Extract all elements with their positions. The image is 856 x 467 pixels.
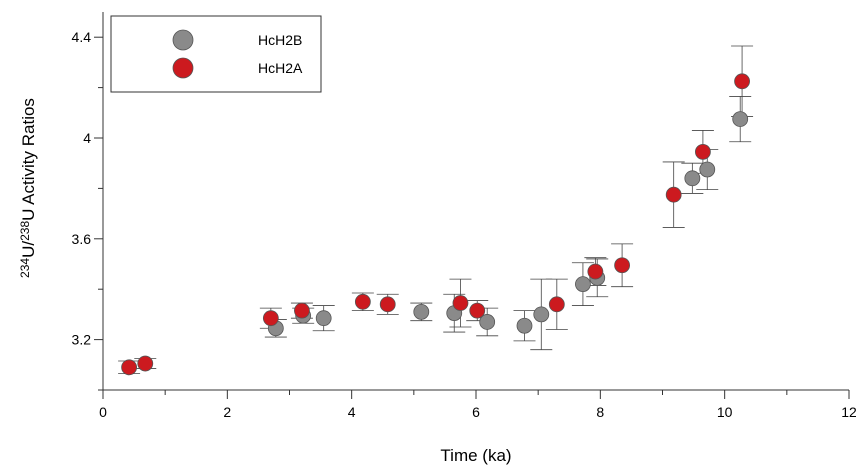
data-point-hch2b [732,111,749,127]
data-point-hch2b [533,306,550,323]
data-point-hch2a [469,302,486,319]
y-tick-label: 4 [83,130,91,146]
x-tick-label: 4 [348,404,356,420]
data-point-hch2b [413,303,430,320]
x-axis-title: Time (ka) [440,446,511,465]
data-point-hch2a [354,293,371,310]
y-axis-ticks: 3.2 3.6 4 4.4 [72,29,103,391]
x-tick-label: 6 [472,404,480,420]
legend-label-hch2a: HcH2A [258,60,303,76]
data-points [121,73,750,376]
data-point-hch2a [137,355,154,372]
data-point-hch2b [575,276,591,293]
data-point-hch2a [695,143,711,160]
data-point-hch2b [699,161,716,178]
data-point-hch2a [734,73,750,90]
legend: HcH2B HcH2A [110,15,322,93]
y-tick-label: 3.6 [72,231,92,247]
x-tick-label: 10 [717,404,733,420]
y-axis-title-part2: U Activity Ratios [19,98,38,221]
data-point-hch2a [121,359,138,376]
data-point-hch2a [665,186,682,203]
data-point-hch2a [548,296,565,313]
x-tick-label: 12 [841,404,856,420]
data-point-hch2a [294,302,310,319]
x-tick-label: 2 [223,404,231,420]
legend-label-hch2b: HcH2B [258,32,302,48]
data-point-hch2a [587,263,604,280]
y-axis-title-sup2: 238 [18,221,32,241]
x-tick-label: 8 [596,404,604,420]
data-point-hch2b [516,317,533,334]
data-point-hch2b [684,170,701,187]
legend-marker-hch2a [172,57,194,79]
error-bars [118,45,754,375]
data-point-hch2a [452,295,469,311]
y-axis-title: 234U/238U Activity Ratios [18,98,38,278]
legend-box [110,15,322,93]
x-axis-ticks: 0 2 4 6 8 10 12 [99,390,856,420]
x-tick-label: 0 [99,404,107,420]
y-axis-title-sup1: 234 [18,258,32,278]
data-point-hch2b [479,314,496,330]
data-point-hch2b [315,310,332,327]
y-tick-label: 4.4 [72,29,92,45]
data-point-hch2a [614,257,630,274]
y-axis-title-part1: U/ [19,241,38,258]
y-tick-label: 3.2 [72,332,92,348]
legend-marker-hch2b [172,29,194,51]
data-point-hch2a [379,296,396,313]
data-point-hch2a [262,310,279,327]
